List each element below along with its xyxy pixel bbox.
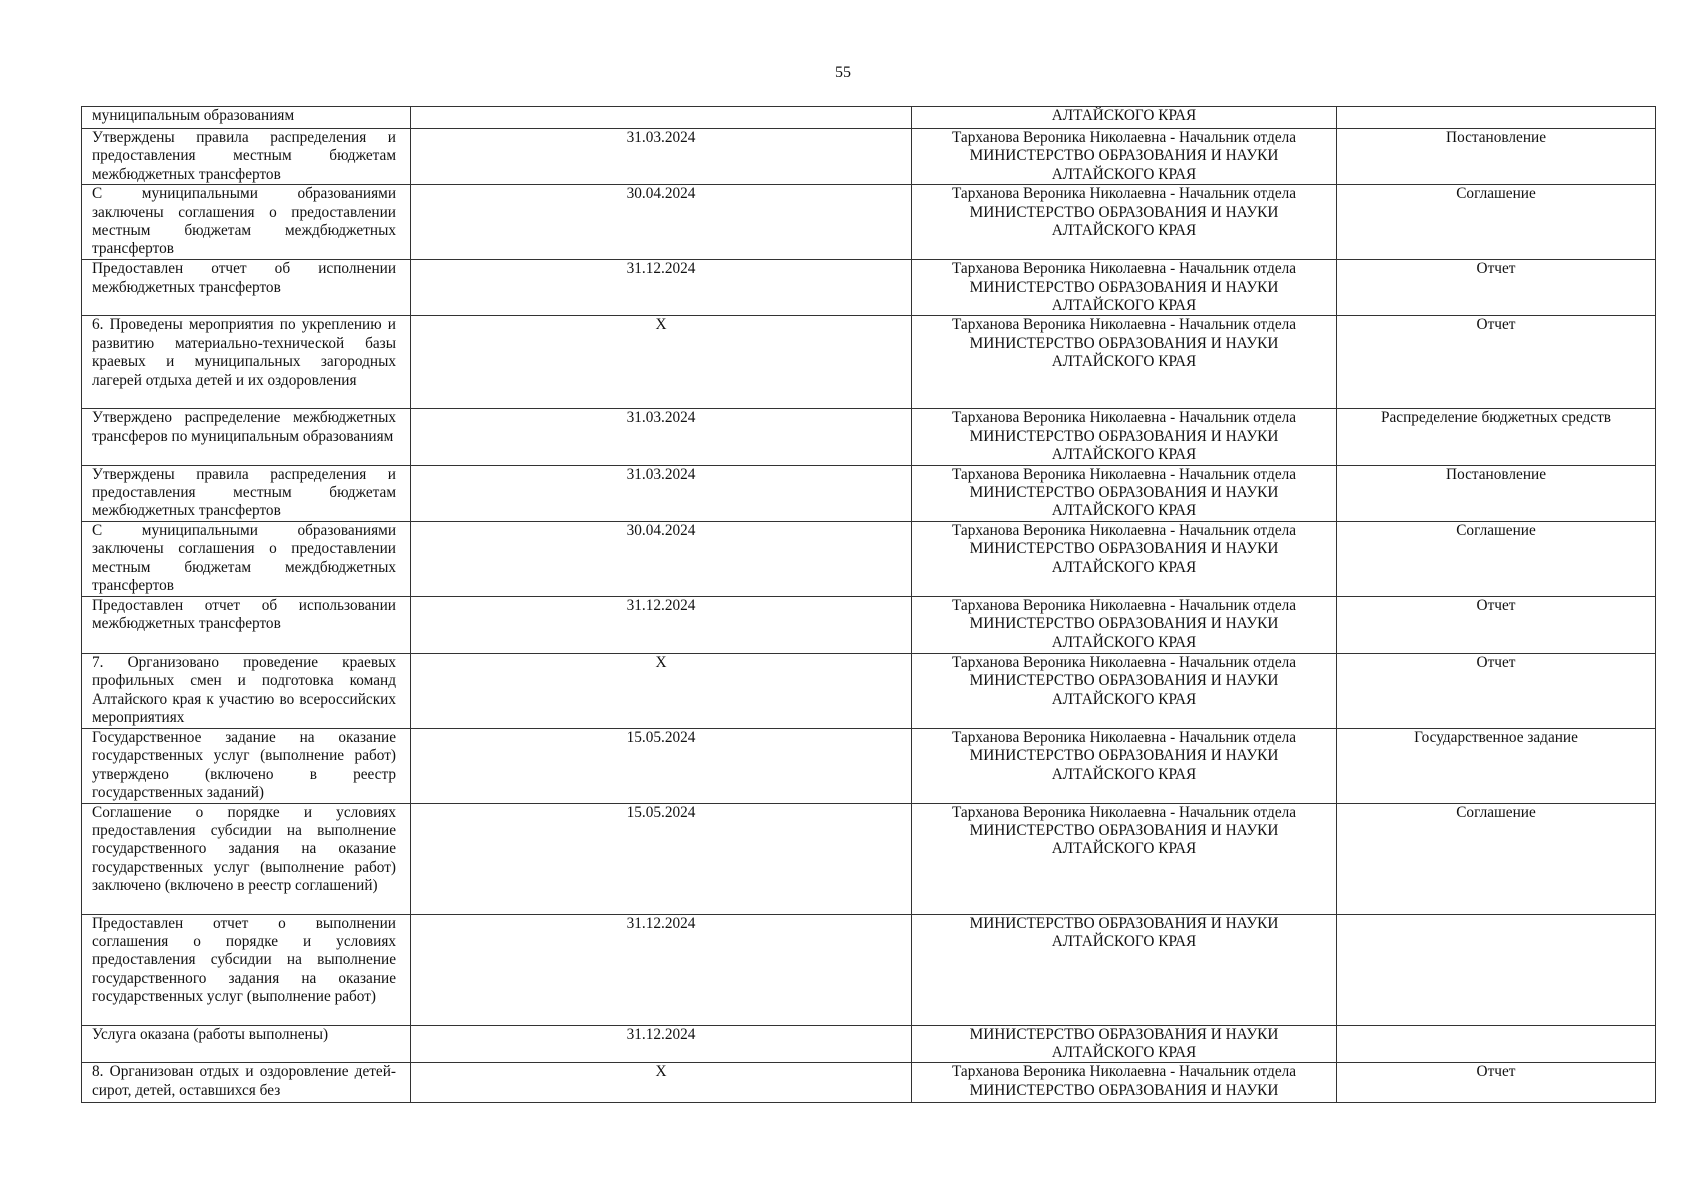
- date-cell: 31.12.2024: [410, 259, 912, 317]
- table-row: Предоставлен отчет об использовании межб…: [81, 595, 1656, 654]
- responsible-cell: Тарханова Вероника Николаевна - Начальни…: [911, 184, 1337, 261]
- table-row: Утверждены правила распределения и предо…: [81, 464, 1656, 522]
- document-cell: Соглашение: [1336, 184, 1656, 261]
- responsible-cell: МИНИСТЕРСТВО ОБРАЗОВАНИЯ И НАУКИ АЛТАЙСК…: [911, 913, 1337, 1026]
- document-cell: Соглашение: [1336, 802, 1656, 915]
- table-row: Соглашение о порядке и условиях предоста…: [81, 802, 1656, 915]
- table-row: 7. Организовано проведение краевых профи…: [81, 652, 1656, 729]
- description-cell: Соглашение о порядке и условиях предоста…: [81, 802, 411, 915]
- description-cell: Предоставлен отчет о выполнении соглашен…: [81, 913, 411, 1026]
- document-cell: Постановление: [1336, 127, 1656, 186]
- description-cell: Утверждено распределение межбюджетных тр…: [81, 408, 411, 466]
- plan-table: муниципальным образованиям АЛТАЙСКОГО КРА…: [81, 106, 1656, 1104]
- responsible-cell: Тарханова Вероника Николаевна - Начальни…: [911, 127, 1337, 186]
- description-cell: Государственное задание на оказание госу…: [81, 727, 411, 804]
- responsible-cell: Тарханова Вероника Николаевна - Начальни…: [911, 652, 1337, 729]
- responsible-cell: Тарханова Вероника Николаевна - Начальни…: [911, 315, 1337, 410]
- date-cell: 31.03.2024: [410, 127, 912, 186]
- date-cell: 30.04.2024: [410, 520, 912, 597]
- responsible-cell: АЛТАЙСКОГО КРАЯ: [911, 106, 1337, 129]
- responsible-cell: Тарханова Вероника Николаевна - Начальни…: [911, 520, 1337, 597]
- date-cell: 31.03.2024: [410, 408, 912, 466]
- table-row: С муниципальными образованиями заключены…: [81, 184, 1656, 261]
- description-cell: Услуга оказана (работы выполнены): [81, 1024, 411, 1064]
- responsible-cell: Тарханова Вероника Николаевна - Начальни…: [911, 727, 1337, 804]
- table-row: муниципальным образованиям АЛТАЙСКОГО КРА…: [81, 106, 1656, 129]
- document-cell: [1336, 913, 1656, 1026]
- date-cell: X: [410, 1062, 912, 1104]
- document-cell: [1336, 106, 1656, 129]
- table-row: Предоставлен отчет о выполнении соглашен…: [81, 913, 1656, 1026]
- table-body: муниципальным образованиям АЛТАЙСКОГО КРА…: [81, 106, 1656, 1104]
- date-cell: 31.12.2024: [410, 595, 912, 654]
- description-cell: 6. Проведены мероприятия по укреплению и…: [81, 315, 411, 410]
- date-cell: X: [410, 315, 912, 410]
- table-row: 8. Организован отдых и оздоровление дете…: [81, 1062, 1656, 1104]
- date-cell: 31.03.2024: [410, 464, 912, 522]
- table-row: Предоставлен отчет об исполнении межбюдж…: [81, 259, 1656, 317]
- table-row: С муниципальными образованиями заключены…: [81, 520, 1656, 597]
- description-cell: Утверждены правила распределения и предо…: [81, 464, 411, 522]
- description-cell: С муниципальными образованиями заключены…: [81, 184, 411, 261]
- document-cell: Отчет: [1336, 595, 1656, 654]
- date-cell: [410, 106, 912, 129]
- document-cell: Государственное задание: [1336, 727, 1656, 804]
- responsible-cell: Тарханова Вероника Николаевна - Начальни…: [911, 259, 1337, 317]
- description-cell: Утверждены правила распределения и предо…: [81, 127, 411, 186]
- description-cell: Предоставлен отчет об исполнении межбюдж…: [81, 259, 411, 317]
- date-cell: 30.04.2024: [410, 184, 912, 261]
- responsible-cell: Тарханова Вероника Николаевна - Начальни…: [911, 1062, 1337, 1104]
- description-cell: Предоставлен отчет об использовании межб…: [81, 595, 411, 654]
- table-row: 6. Проведены мероприятия по укреплению и…: [81, 315, 1656, 410]
- document-cell: Отчет: [1336, 652, 1656, 729]
- date-cell: 15.05.2024: [410, 727, 912, 804]
- table-row: Услуга оказана (работы выполнены) 31.12.2…: [81, 1024, 1656, 1064]
- description-cell: 7. Организовано проведение краевых профи…: [81, 652, 411, 729]
- responsible-cell: Тарханова Вероника Николаевна - Начальни…: [911, 595, 1337, 654]
- responsible-cell: Тарханова Вероника Николаевна - Начальни…: [911, 802, 1337, 915]
- table-row: Утверждено распределение межбюджетных тр…: [81, 408, 1656, 466]
- document-cell: Отчет: [1336, 259, 1656, 317]
- description-cell: муниципальным образованиям: [81, 106, 411, 129]
- date-cell: 31.12.2024: [410, 913, 912, 1026]
- table-row: Утверждены правила распределения и предо…: [81, 127, 1656, 186]
- responsible-cell: Тарханова Вероника Николаевна - Начальни…: [911, 408, 1337, 466]
- date-cell: X: [410, 652, 912, 729]
- document-cell: Соглашение: [1336, 520, 1656, 597]
- document-cell: Отчет: [1336, 1062, 1656, 1104]
- description-cell: С муниципальными образованиями заключены…: [81, 520, 411, 597]
- date-cell: 31.12.2024: [410, 1024, 912, 1064]
- document-cell: Отчет: [1336, 315, 1656, 410]
- document-cell: Постановление: [1336, 464, 1656, 522]
- description-cell: 8. Организован отдых и оздоровление дете…: [81, 1062, 411, 1104]
- document-cell: Распределение бюджетных средств: [1336, 408, 1656, 466]
- responsible-cell: Тарханова Вероника Николаевна - Начальни…: [911, 464, 1337, 522]
- date-cell: 15.05.2024: [410, 802, 912, 915]
- page-number: 55: [835, 64, 851, 81]
- document-cell: [1336, 1024, 1656, 1064]
- table-row: Государственное задание на оказание госу…: [81, 727, 1656, 804]
- responsible-cell: МИНИСТЕРСТВО ОБРАЗОВАНИЯ И НАУКИ АЛТАЙСК…: [911, 1024, 1337, 1064]
